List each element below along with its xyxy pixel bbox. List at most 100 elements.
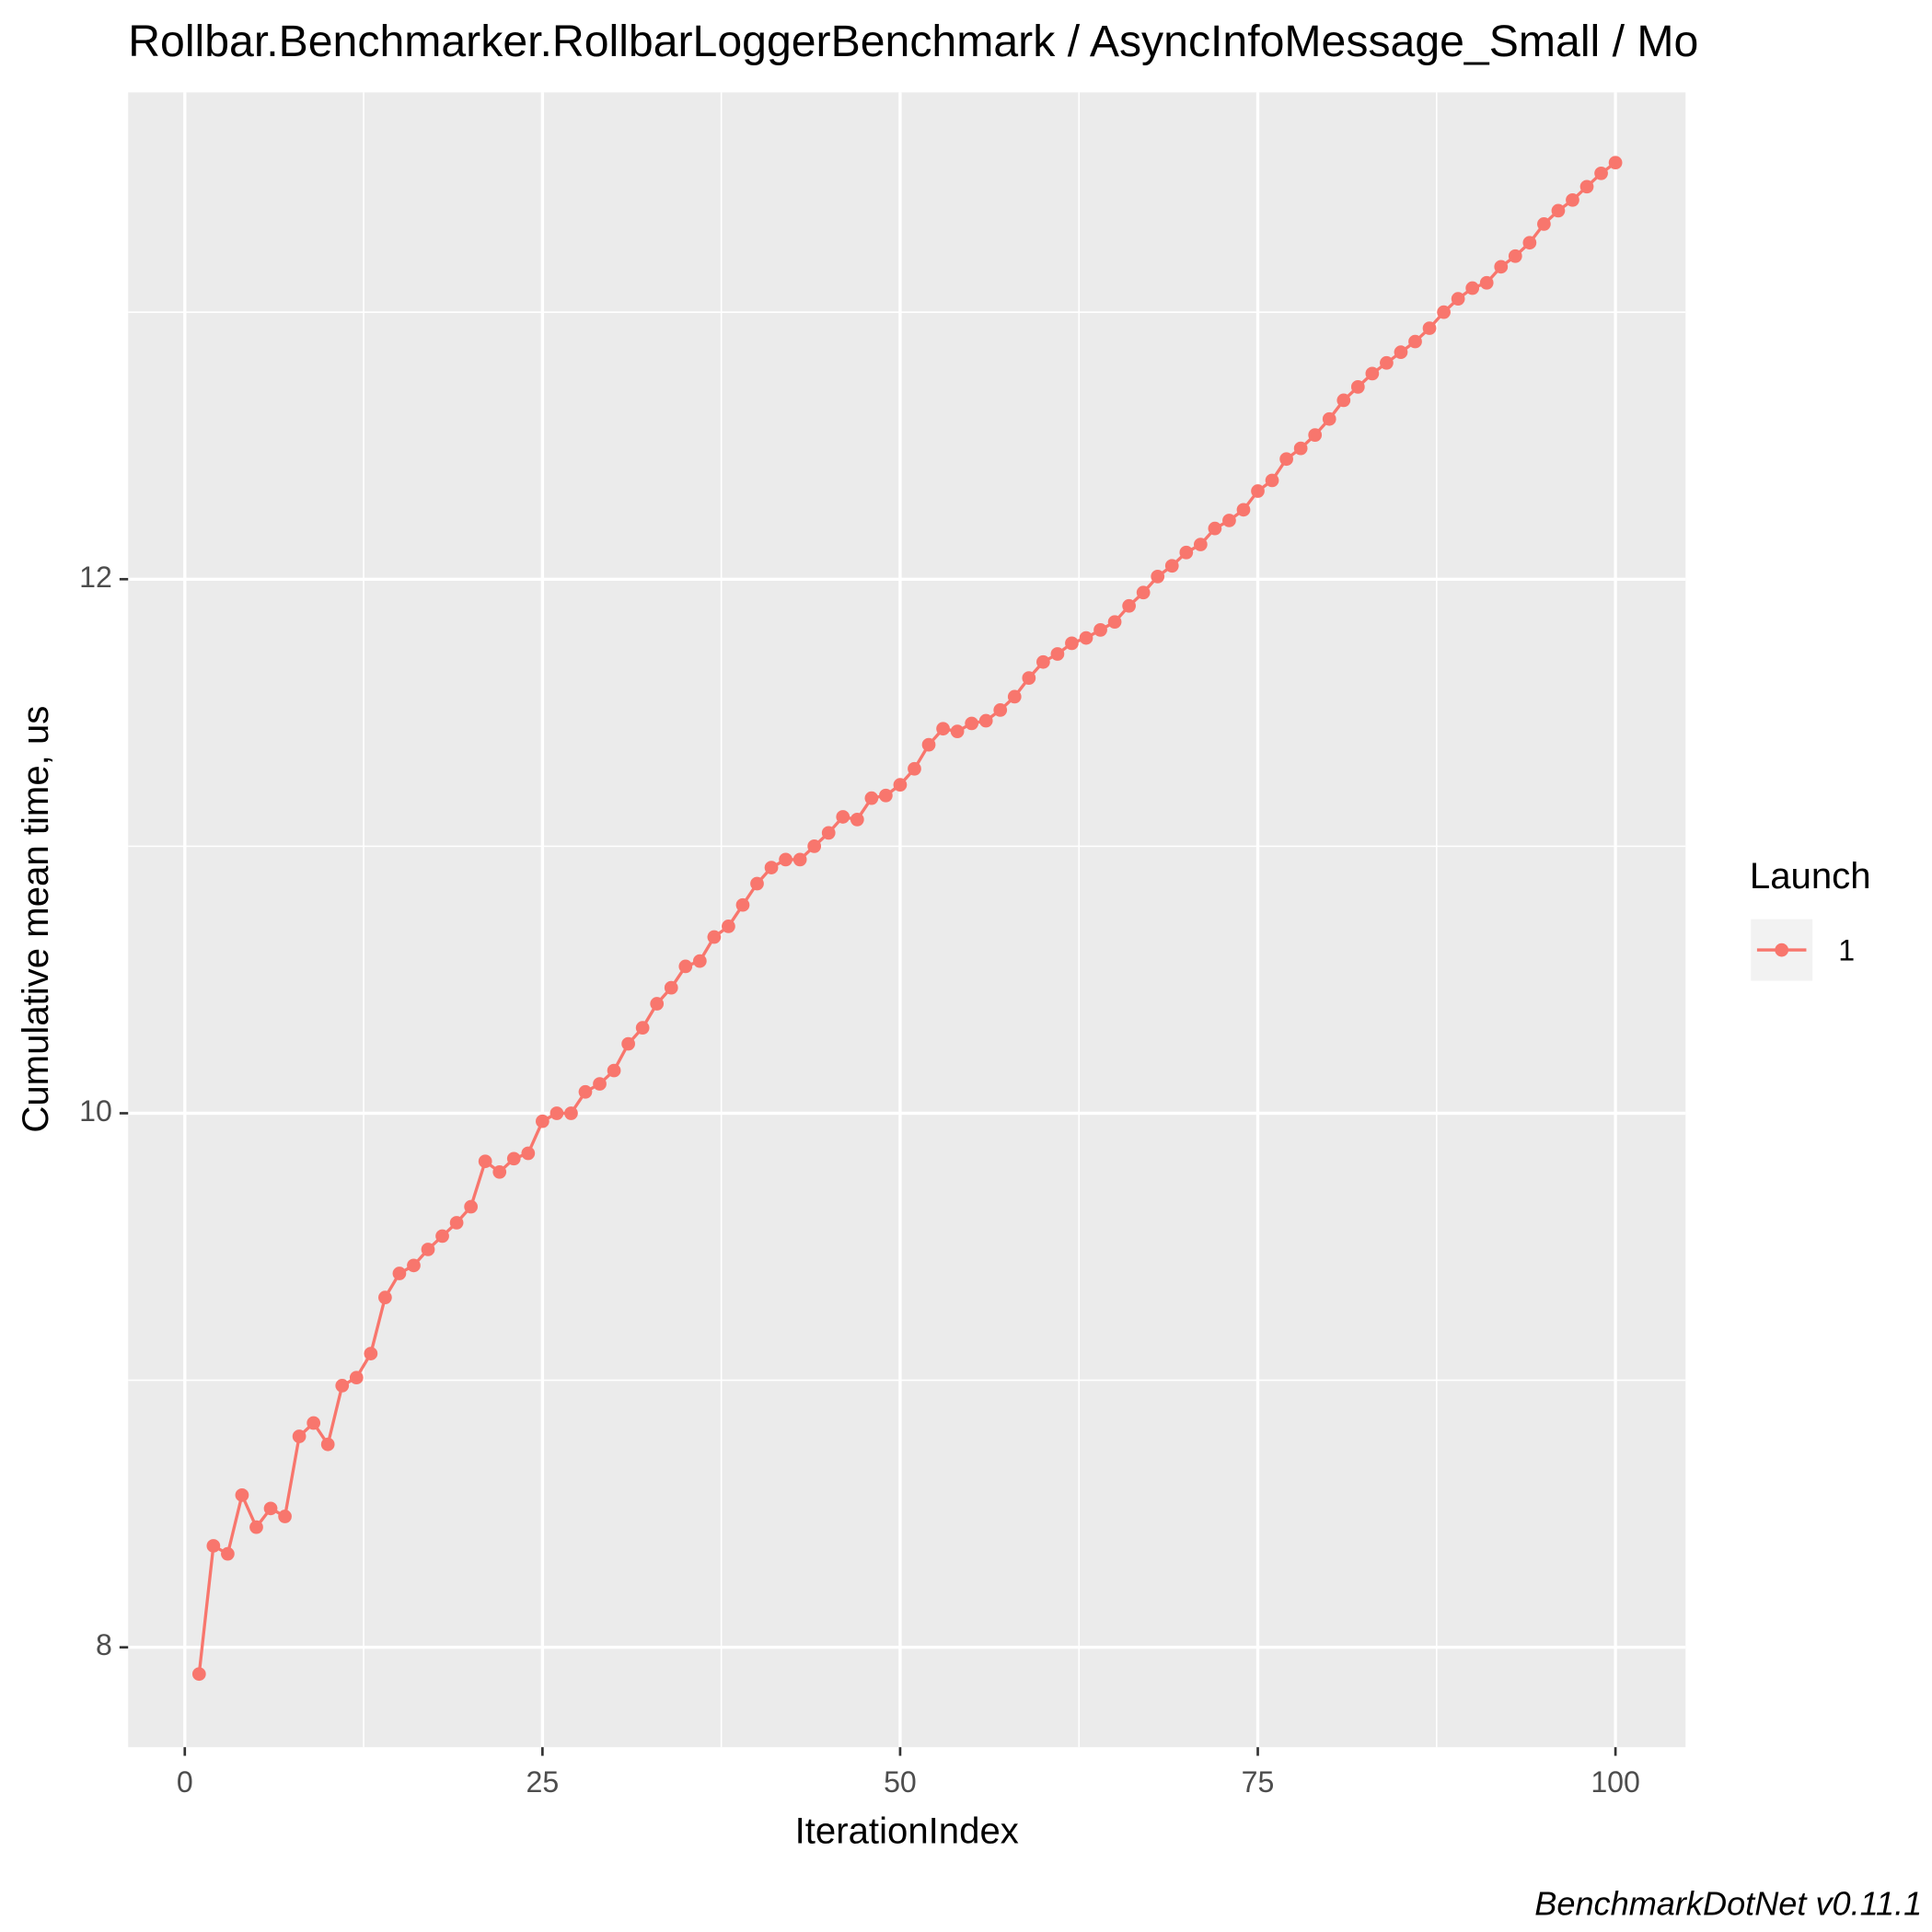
data-point [564,1106,578,1120]
data-point [921,737,936,752]
legend-label: 1 [1838,933,1855,966]
legend-title: Launch [1750,855,1871,897]
data-point [506,1151,521,1166]
data-point [1179,545,1194,560]
data-point [650,997,665,1011]
data-point [378,1290,392,1305]
data-point [707,930,722,944]
data-point [464,1199,479,1214]
data-point [278,1510,292,1523]
data-point [492,1164,507,1179]
data-point [449,1216,464,1230]
data-point [936,722,950,736]
data-point [1222,514,1236,527]
data-point [435,1229,449,1244]
data-point [1079,631,1093,645]
data-point [1122,598,1136,613]
data-point [779,852,792,867]
data-point [1408,334,1422,349]
data-point [349,1371,364,1385]
data-point [893,778,908,792]
data-point [1479,275,1494,290]
data-point [1579,179,1594,194]
data-point [578,1084,593,1099]
y-tick-label: 12 [79,561,112,594]
data-point [1365,366,1380,381]
data-point [1380,355,1394,370]
data-point [750,876,764,891]
y-tick-label: 10 [79,1094,112,1128]
data-point [535,1114,550,1128]
data-point [950,724,965,738]
data-point [678,959,693,974]
data-point [864,791,879,805]
data-point [521,1146,536,1161]
data-point [335,1379,350,1393]
x-tick-label: 25 [526,1765,559,1799]
x-axis-label: IterationIndex [795,1811,1019,1852]
data-point [1036,654,1050,669]
data-point [978,713,993,728]
data-point [307,1416,321,1430]
data-point [263,1501,278,1516]
data-point [1050,647,1065,661]
data-point [1308,428,1323,442]
data-point [1494,260,1509,274]
data-point [908,761,921,776]
data-point [1551,203,1566,218]
x-tick-label: 75 [1242,1765,1275,1799]
data-point [1236,503,1251,517]
x-tick-label: 0 [177,1765,193,1799]
data-point [206,1539,221,1553]
plot-panel [128,92,1686,1748]
data-point [1608,156,1623,170]
data-point [221,1546,235,1561]
data-point [320,1437,335,1452]
data-point [621,1036,635,1051]
data-point [249,1520,263,1534]
data-point [1251,484,1265,498]
data-point [1136,585,1151,600]
data-point [1093,623,1107,637]
data-point [1465,281,1480,295]
data-point [1208,521,1222,536]
x-tick-label: 100 [1591,1765,1640,1799]
y-axis-label: Cumulative mean time, us [15,706,56,1133]
data-point [993,703,1008,717]
legend-point [1775,943,1789,957]
data-point [1336,393,1351,408]
data-point [478,1154,492,1169]
data-point [850,813,864,827]
data-point [191,1667,206,1682]
data-point [1422,321,1437,335]
data-point [692,954,707,968]
data-point [635,1021,650,1035]
data-point [407,1258,421,1273]
data-point [1451,292,1465,307]
chart-title: Rollbar.Benchmarker.RollbarLoggerBenchma… [128,17,1698,66]
data-point [1022,671,1036,685]
data-point [607,1063,621,1078]
data-point [1322,411,1336,426]
data-point [807,839,822,853]
data-point [1164,559,1179,573]
data-point [836,810,850,824]
data-point [1522,236,1537,250]
data-point [421,1243,435,1256]
data-point [593,1077,607,1091]
data-point [1065,636,1079,651]
data-point [1151,570,1165,584]
x-tick-label: 50 [884,1765,917,1799]
data-point [550,1106,564,1120]
data-point [821,826,836,840]
data-point [1107,615,1122,630]
data-point [1293,441,1308,456]
data-point [1537,217,1551,231]
data-point [1566,192,1579,207]
y-tick-label: 8 [96,1628,112,1661]
data-point [292,1429,307,1443]
data-point [1508,249,1522,263]
caption: BenchmarkDotNet v0.11.1 [1534,1884,1922,1922]
data-point [1265,473,1279,488]
